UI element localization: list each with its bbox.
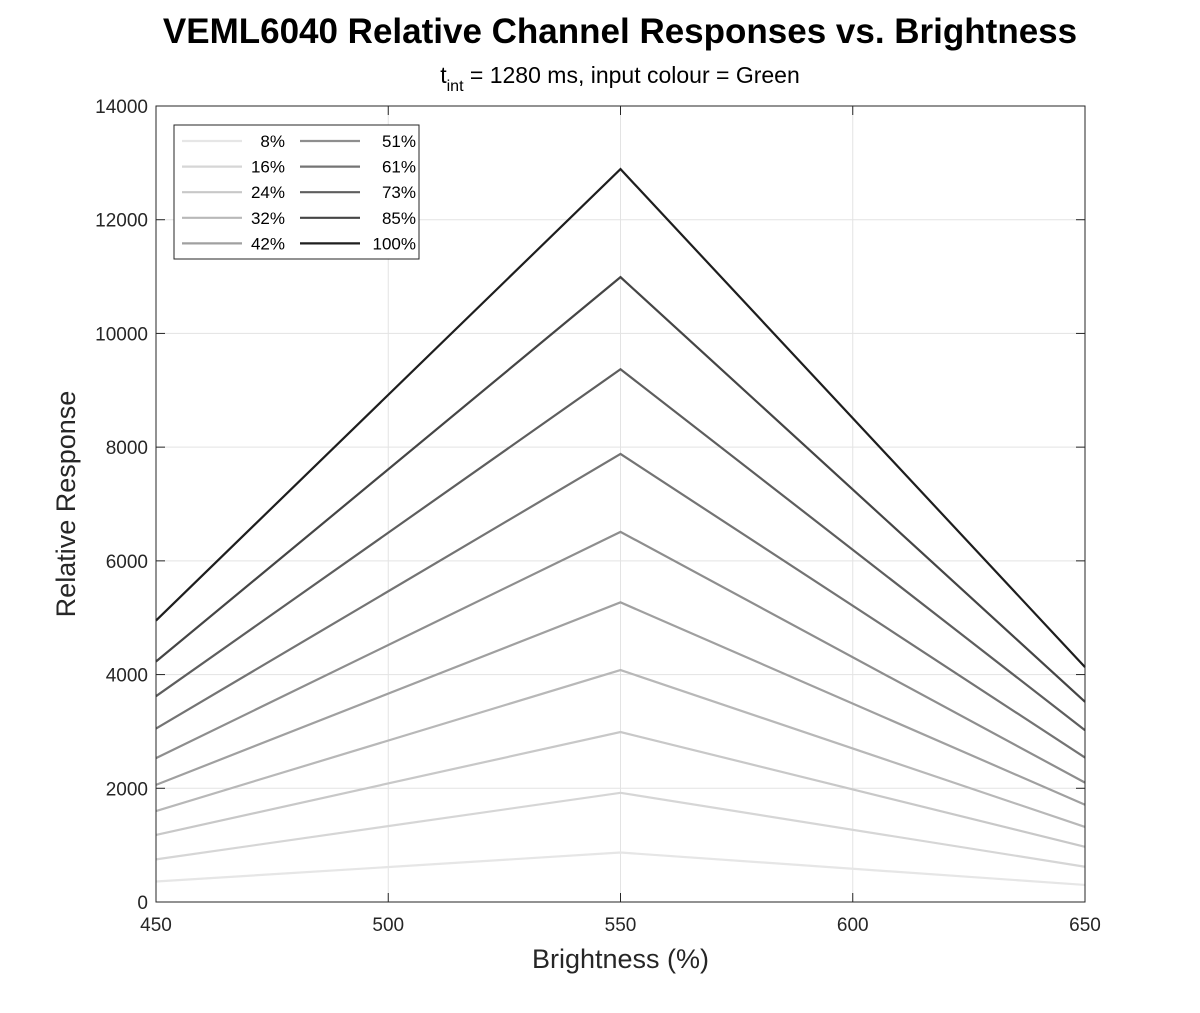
- subtitle-suffix: = 1280 ms, input colour = Green: [463, 62, 800, 88]
- legend-label: 32%: [251, 209, 285, 228]
- subtitle-subscript: int: [446, 78, 464, 95]
- series-line: [155, 668, 1086, 828]
- series-line: [155, 851, 1086, 887]
- x-tick-label: 650: [1069, 915, 1101, 936]
- legend-label: 42%: [251, 234, 285, 253]
- series-lines: [155, 167, 1086, 887]
- series-line: [155, 601, 1086, 806]
- subtitle-prefix: t: [440, 62, 447, 88]
- x-tick-label: 450: [140, 915, 172, 936]
- legend-label: 73%: [382, 183, 416, 202]
- legend-label: 51%: [382, 132, 416, 151]
- series-line: [155, 530, 1086, 784]
- legend-label: 100%: [373, 234, 416, 253]
- chart-title: VEML6040 Relative Channel Responses vs. …: [162, 12, 1078, 51]
- y-tick-label: 0: [137, 893, 148, 914]
- ticks: 450 500 550 600 650 0 2000 4000 6000 8000 10000 120…: [95, 97, 1101, 936]
- chart-subtitle: tint = 1280 ms, input colour = Green: [0, 62, 1200, 96]
- legend-label: 16%: [251, 158, 285, 177]
- y-tick-label: 10000: [95, 324, 148, 345]
- y-tick-label: 6000: [106, 552, 148, 573]
- series-line: [155, 167, 1086, 668]
- y-tick-label: 8000: [106, 438, 148, 459]
- x-tick-label: 600: [837, 915, 869, 936]
- y-tick-label: 12000: [95, 211, 148, 232]
- series-line: [155, 452, 1086, 759]
- legend-label: 85%: [382, 209, 416, 228]
- y-tick-label: 4000: [106, 666, 148, 687]
- x-tick-label: 500: [372, 915, 404, 936]
- y-axis-label: Relative Response: [51, 391, 81, 618]
- legend-label: 61%: [382, 158, 416, 177]
- legend-label: 24%: [251, 183, 285, 202]
- series-line: [155, 791, 1086, 868]
- legend: 8% 16% 24% 32% 42% 51% 61% 73% 85% 100%: [173, 124, 420, 260]
- x-tick-label: 550: [605, 915, 637, 936]
- series-line: [155, 367, 1086, 732]
- series-line: [155, 730, 1086, 848]
- legend-label: 8%: [260, 132, 285, 151]
- y-tick-label: 2000: [106, 779, 148, 800]
- series-line: [155, 275, 1086, 703]
- x-axis-label: Brightness (%): [532, 944, 709, 974]
- y-tick-label: 14000: [95, 97, 148, 118]
